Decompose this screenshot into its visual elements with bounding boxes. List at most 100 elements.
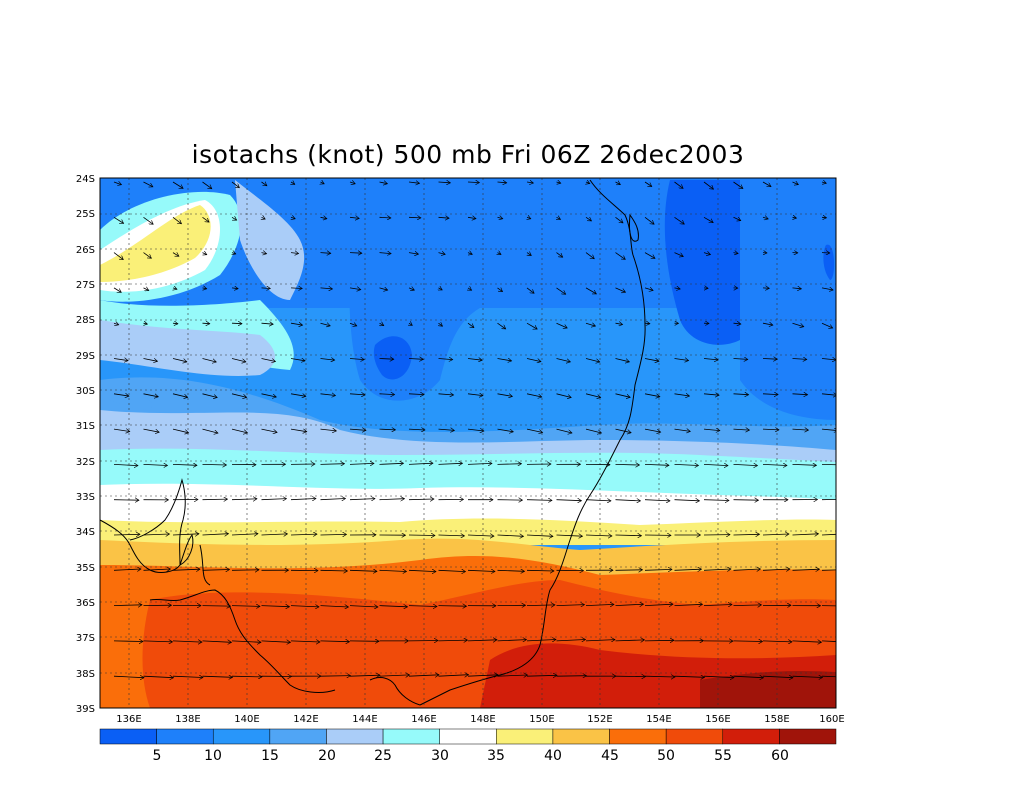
wind-vector	[438, 640, 468, 641]
wind-vector	[379, 675, 410, 676]
wind-vector	[143, 252, 152, 259]
wind-vector	[526, 570, 554, 571]
wind-vector	[821, 359, 836, 360]
wind-vector	[615, 393, 631, 398]
wind-vector	[497, 288, 503, 292]
wind-vector	[674, 569, 702, 570]
wind-vector	[408, 675, 439, 676]
wind-vector	[290, 499, 316, 500]
wind-vector	[144, 323, 148, 324]
lon-label: 154E	[646, 714, 671, 725]
wind-vector	[467, 359, 482, 361]
wind-vector	[733, 181, 743, 189]
colorbar-swatch	[99, 728, 157, 745]
wind-vector	[644, 181, 652, 187]
wind-vector	[585, 393, 601, 398]
wind-vector	[113, 641, 143, 642]
wind-vector	[113, 323, 119, 325]
wind-vector	[320, 676, 351, 677]
wind-vector	[291, 217, 295, 219]
wind-vector	[526, 393, 542, 397]
wind-vector	[379, 359, 394, 360]
wind-vector	[703, 216, 713, 222]
wind-vector	[703, 181, 714, 189]
lat-label: 27S	[76, 280, 95, 291]
wind-vector	[143, 641, 173, 642]
wind-vector	[615, 535, 642, 536]
wind-vector	[793, 217, 797, 218]
wind-vector	[644, 323, 650, 324]
wind-vector	[438, 675, 469, 677]
wind-vector	[321, 182, 325, 184]
wind-vector	[821, 322, 833, 328]
wind-vector	[615, 500, 641, 501]
wind-vector	[203, 288, 207, 289]
wind-vector	[438, 217, 450, 218]
wind-vector	[467, 182, 479, 183]
colorbar-swatch	[212, 728, 271, 745]
wind-vector	[202, 676, 233, 677]
wind-vector	[320, 534, 347, 535]
wind-vector	[703, 253, 711, 255]
wind-vector	[439, 288, 443, 290]
wind-vector	[320, 641, 350, 642]
wind-vector	[231, 641, 261, 642]
wind-vector	[821, 217, 827, 218]
wind-vector	[172, 569, 200, 570]
wind-vector	[202, 641, 232, 642]
wind-vector	[408, 499, 434, 500]
wind-vector	[113, 605, 142, 606]
wind-vector	[762, 217, 768, 219]
wind-vector	[497, 182, 507, 183]
coastline	[100, 179, 646, 706]
wind-vectors	[113, 181, 836, 678]
wind-vector	[202, 570, 230, 571]
colorbar-label: 45	[601, 748, 619, 764]
wind-vector	[615, 604, 644, 605]
wind-vector	[703, 394, 719, 395]
wind-vector	[290, 606, 319, 607]
wind-vector	[526, 535, 553, 536]
wind-vector	[349, 394, 365, 395]
wind-vector	[556, 500, 582, 501]
colorbar-label: 15	[261, 748, 279, 764]
lon-label: 140E	[234, 714, 259, 725]
wind-vector	[438, 463, 463, 464]
wind-vector	[762, 676, 793, 678]
wind-vector	[113, 359, 128, 361]
wind-vector	[792, 394, 808, 395]
colorbar-label: 60	[771, 748, 789, 764]
wind-vector	[261, 606, 290, 607]
wind-vector	[467, 429, 484, 431]
colorbar-swatch	[779, 728, 837, 745]
wind-vector	[380, 323, 384, 325]
wind-vector	[556, 322, 568, 328]
wind-vector	[202, 534, 229, 535]
wind-vector	[792, 534, 819, 535]
wind-vector	[644, 569, 672, 570]
wind-vector	[261, 288, 271, 289]
wind-vector	[261, 534, 288, 535]
wind-vector	[674, 252, 684, 257]
wind-vector	[261, 182, 267, 186]
wind-vector	[202, 323, 210, 324]
wind-vector	[556, 605, 585, 606]
latitude-axis: 24S 25S 26S 27S 28S 29S 30S 31S 32S 33S …	[76, 174, 95, 715]
wind-vector	[202, 216, 210, 222]
wind-vector	[143, 569, 171, 570]
wind-vector	[349, 323, 357, 326]
wind-vector	[703, 464, 728, 465]
wind-vector	[674, 676, 705, 677]
wind-vector	[349, 253, 362, 254]
wind-vector	[202, 358, 217, 363]
wind-vector	[792, 569, 820, 570]
wind-vector	[379, 606, 408, 607]
wind-vector	[262, 217, 266, 219]
wind-vector	[349, 182, 355, 184]
graticule	[100, 178, 836, 708]
wind-vector	[733, 500, 759, 501]
wind-vector	[408, 394, 424, 395]
wind-vector	[349, 499, 375, 500]
wind-vector	[733, 641, 763, 642]
wind-vector	[792, 182, 799, 185]
